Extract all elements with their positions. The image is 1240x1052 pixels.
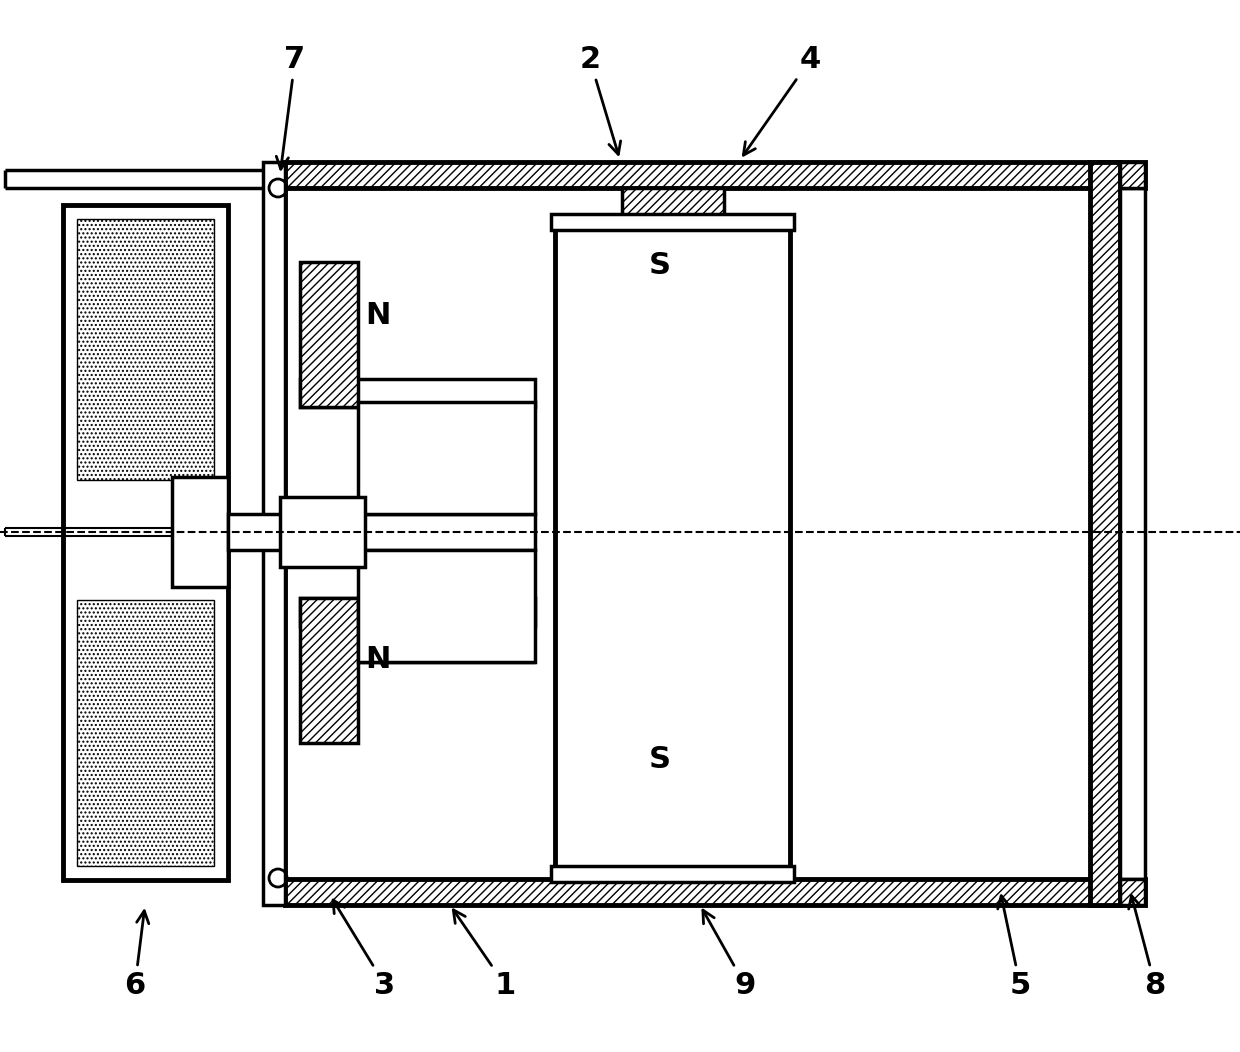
Text: 7: 7 xyxy=(277,45,305,169)
Text: S: S xyxy=(649,746,671,774)
Bar xyxy=(263,162,285,905)
Bar xyxy=(300,379,534,407)
Bar xyxy=(285,162,1145,188)
Bar xyxy=(172,477,228,587)
Bar xyxy=(1090,162,1120,905)
Bar xyxy=(556,228,790,868)
Text: S: S xyxy=(649,250,671,280)
Bar xyxy=(622,868,724,879)
Bar xyxy=(1120,162,1145,188)
Bar xyxy=(622,188,724,228)
Bar xyxy=(77,600,215,866)
Bar xyxy=(285,879,1145,905)
Text: N: N xyxy=(366,301,391,329)
Bar xyxy=(358,550,534,662)
Bar xyxy=(358,402,534,514)
Text: 1: 1 xyxy=(454,910,516,999)
Text: 2: 2 xyxy=(579,45,621,155)
Text: N: N xyxy=(366,646,391,674)
Text: 8: 8 xyxy=(1128,895,1166,999)
Bar xyxy=(77,219,215,480)
Bar xyxy=(551,866,794,882)
Bar xyxy=(551,214,794,230)
Text: 9: 9 xyxy=(703,910,755,999)
Text: 4: 4 xyxy=(743,45,821,156)
Bar xyxy=(280,497,365,567)
Bar xyxy=(1120,879,1145,905)
Text: 3: 3 xyxy=(334,901,396,999)
Bar xyxy=(300,598,358,743)
Text: 6: 6 xyxy=(124,911,149,999)
Text: 5: 5 xyxy=(998,895,1030,999)
Bar xyxy=(63,205,228,881)
Bar xyxy=(228,514,534,550)
Bar xyxy=(300,598,534,626)
Bar xyxy=(1120,188,1145,879)
Bar xyxy=(300,262,358,407)
